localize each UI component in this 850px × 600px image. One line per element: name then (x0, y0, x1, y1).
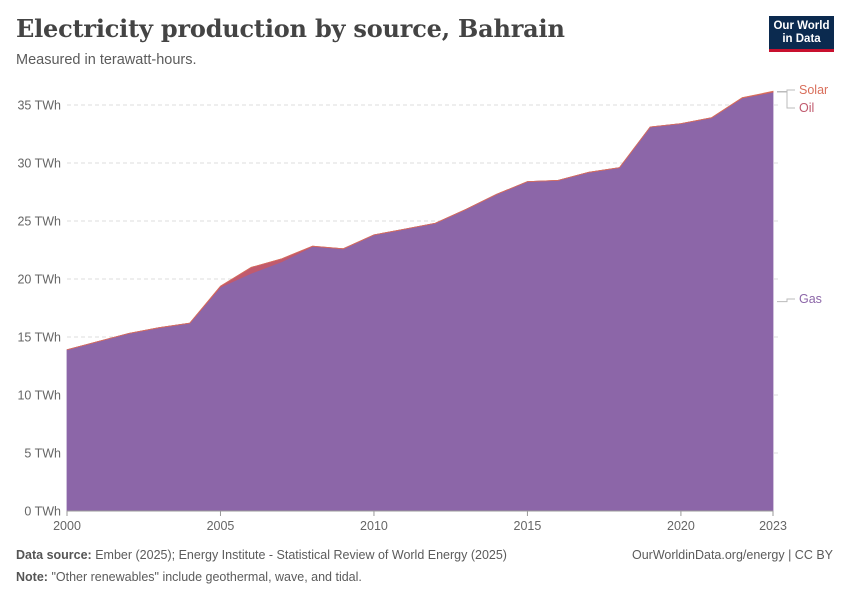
y-tick-label: 35 TWh (17, 99, 61, 113)
data-source-label: Data source: (16, 548, 92, 562)
label-leader (777, 91, 795, 109)
logo-line-1: Our World (773, 20, 830, 32)
x-tick-label: 2000 (53, 519, 81, 533)
series-areas (66, 90, 774, 512)
logo-line-2: in Data (782, 33, 821, 45)
area-gas[interactable] (66, 91, 774, 512)
data-source-text: Ember (2025); Energy Institute - Statist… (95, 548, 507, 562)
chart-note: Note: "Other renewables" include geother… (16, 570, 362, 584)
y-tick-label: 10 TWh (17, 389, 61, 403)
series-label-oil: Oil (799, 101, 814, 115)
series-label-solar: Solar (799, 83, 828, 97)
chart-title: Electricity production by source, Bahrai… (16, 14, 565, 43)
y-tick-label: 30 TWh (17, 157, 61, 171)
data-source: Data source: Ember (2025); Energy Instit… (16, 548, 507, 562)
area-solar[interactable] (66, 90, 774, 351)
label-leader (777, 298, 795, 303)
y-axis-ticks: 0 TWh 5 TWh 10 TWh 15 TWh 20 TWh 25 TWh 30 TWh… (17, 99, 61, 519)
y-tick-label: 20 TWh (17, 273, 61, 287)
note-text: "Other renewables" include geothermal, w… (51, 570, 362, 584)
x-tick-label: 2023 (759, 519, 787, 533)
owid-logo[interactable]: Our World in Data (769, 16, 834, 52)
series-labels: Gas Oil Solar (777, 83, 828, 306)
label-leader (777, 89, 795, 92)
x-axis-ticks: 2000 2005 2010 2015 2020 2023 (53, 510, 787, 533)
x-tick-label: 2010 (360, 519, 388, 533)
stacked-area-chart: 0 TWh 5 TWh 10 TWh 15 TWh 20 TWh 25 TWh 30 TWh… (17, 83, 828, 533)
x-tick-label: 2020 (667, 519, 695, 533)
note-label: Note: (16, 570, 48, 584)
x-tick-label: 2015 (514, 519, 542, 533)
x-tick-label: 2005 (207, 519, 235, 533)
y-tick-label: 0 TWh (24, 505, 61, 519)
credit-link[interactable]: OurWorldinData.org/energy | CC BY (631, 548, 833, 562)
y-tick-label: 15 TWh (17, 331, 61, 345)
chart-subtitle: Measured in terawatt-hours. (16, 52, 197, 68)
series-label-gas: Gas (799, 292, 822, 306)
y-tick-label: 25 TWh (17, 215, 61, 229)
y-tick-label: 5 TWh (24, 447, 61, 461)
